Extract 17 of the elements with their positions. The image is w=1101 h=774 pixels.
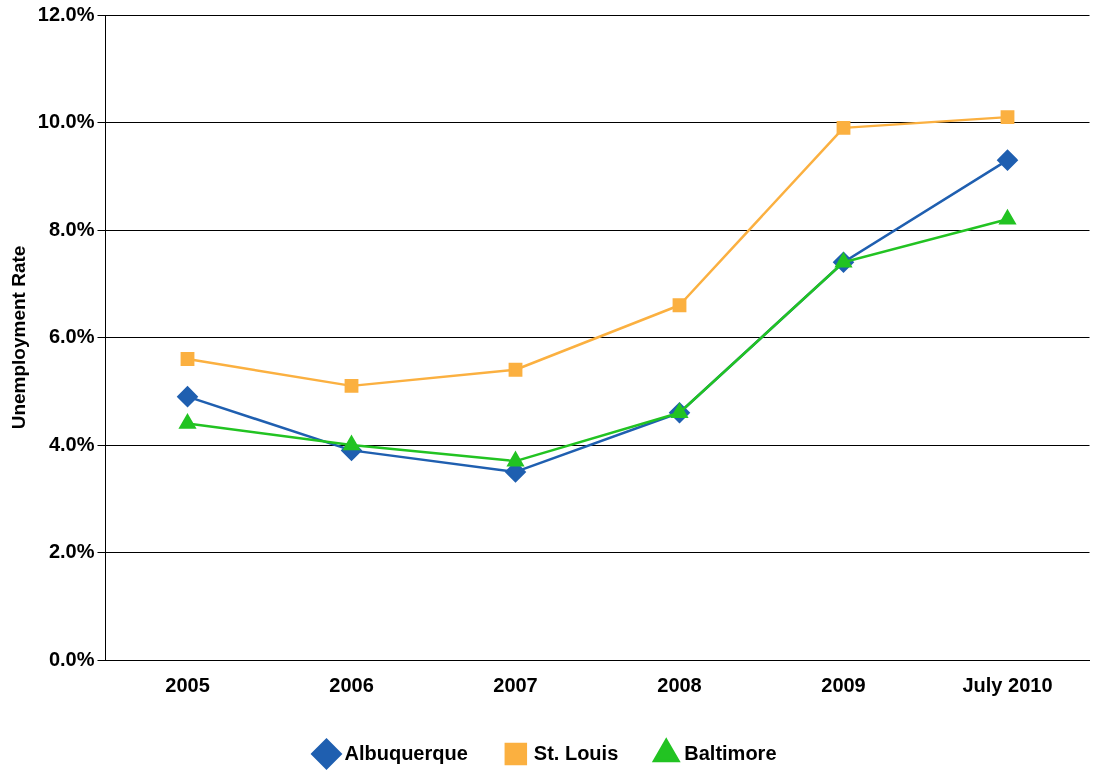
y-tick-label: 10.0% (37, 110, 95, 133)
x-tick-label: 2005 (165, 673, 210, 696)
y-tick-label: 12.0% (37, 2, 95, 25)
y-tick-label: 0.0% (48, 647, 95, 670)
x-tick-label: 2007 (493, 673, 538, 696)
y-tick-label: 4.0% (48, 432, 95, 455)
y-axis-title: Unemployment Rate (7, 245, 29, 430)
x-tick-label: 2008 (657, 673, 702, 696)
legend-label: Albuquerque (344, 741, 468, 764)
x-tick-label: 2006 (329, 673, 374, 696)
y-tick-label: 6.0% (48, 325, 95, 348)
legend-label: Baltimore (684, 741, 777, 764)
y-tick-label: 2.0% (48, 540, 95, 563)
x-tick-label: July 2010 (962, 673, 1053, 696)
x-tick-label: 2009 (821, 673, 866, 696)
y-tick-label: 8.0% (48, 217, 95, 240)
legend-label: St. Louis (533, 741, 619, 764)
